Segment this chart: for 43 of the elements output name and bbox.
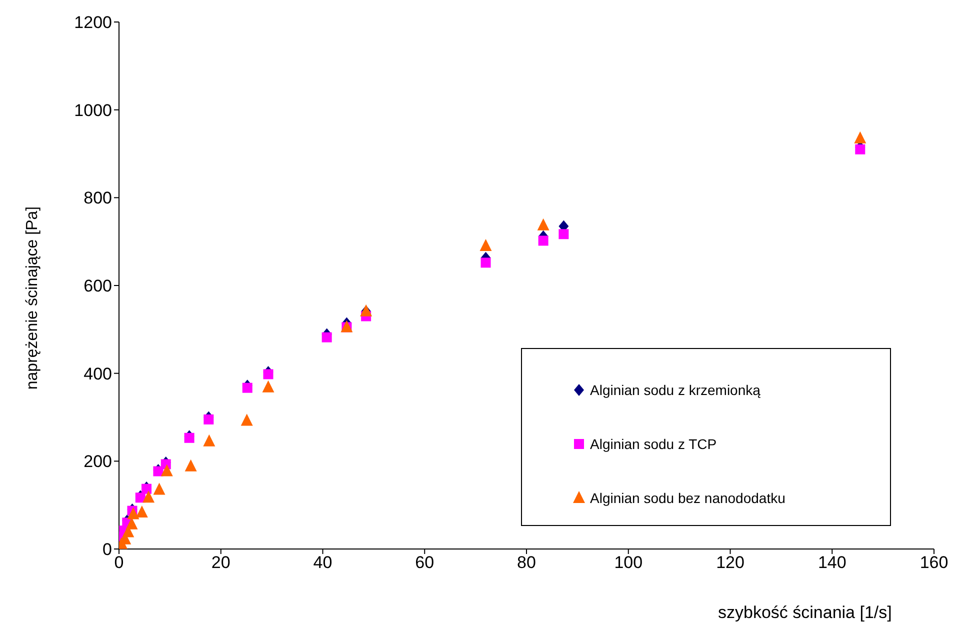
y-tick-label: 1000	[74, 100, 112, 120]
y-tick-label: 200	[84, 452, 112, 472]
x-tick-label: 0	[114, 553, 124, 572]
point	[538, 236, 548, 246]
point	[240, 414, 253, 426]
x-axis-title: szybkość ścinania [1/s]	[718, 603, 892, 623]
legend-label: Alginian sodu bez nanododatku	[590, 490, 786, 506]
y-tick-label: 1200	[74, 13, 112, 32]
x-tick-label: 20	[211, 553, 230, 572]
point	[263, 369, 274, 380]
point	[160, 464, 173, 476]
point	[127, 507, 140, 520]
point	[854, 131, 866, 144]
y-tick-label: 400	[84, 364, 112, 384]
point	[537, 218, 550, 230]
x-tick-label: 100	[614, 553, 643, 572]
x-tick-label: 80	[517, 553, 536, 572]
y-tick-label: 600	[84, 276, 112, 296]
point	[153, 466, 164, 476]
point	[204, 414, 214, 424]
x-tick-label: 140	[818, 553, 846, 572]
point	[153, 482, 166, 495]
x-tick-label: 60	[415, 553, 434, 572]
y-tick-label: 0	[102, 540, 112, 560]
point	[184, 432, 194, 443]
x-tick-label: 160	[920, 553, 948, 572]
y-tick-label: 800	[84, 188, 112, 208]
point	[322, 332, 332, 342]
point	[558, 229, 569, 240]
legend-label: Alginian sodu z TCP	[590, 436, 717, 452]
point	[142, 490, 155, 503]
point	[203, 434, 216, 446]
point	[480, 258, 491, 268]
x-tick-label: 120	[716, 553, 744, 572]
point	[480, 238, 492, 251]
point	[262, 380, 274, 392]
y-axis-title: naprężenie ścinające [Pa]	[24, 206, 42, 390]
legend-label: Alginian sodu z krzemionką	[590, 382, 760, 398]
point	[855, 144, 866, 154]
x-tick-label: 40	[313, 553, 332, 572]
point	[184, 459, 197, 472]
point	[136, 506, 148, 518]
point	[242, 382, 252, 393]
